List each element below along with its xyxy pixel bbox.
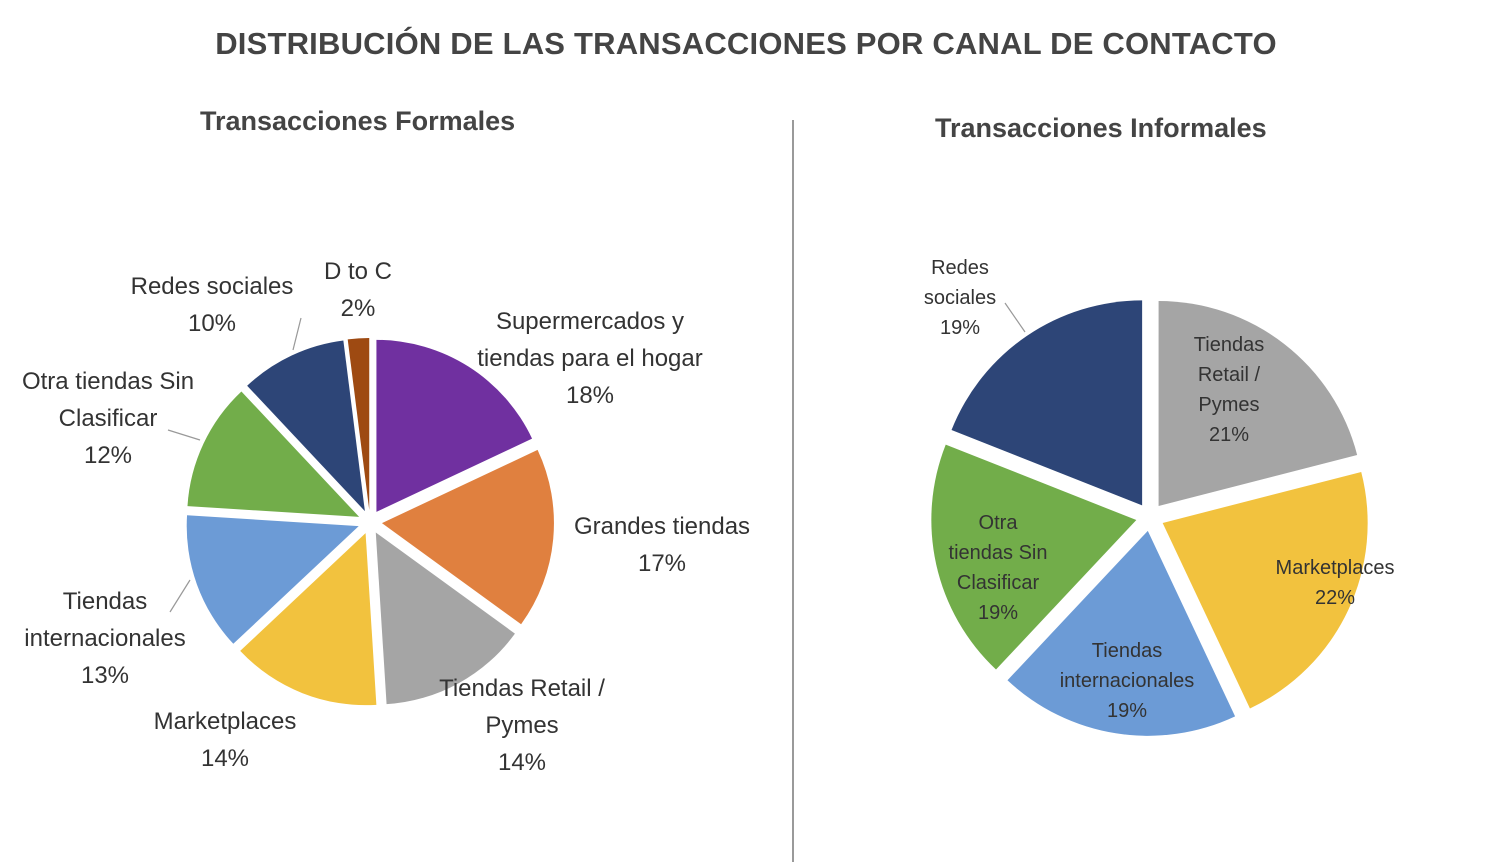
- pie-slice-0-1: [381, 449, 554, 625]
- data-label-category: Supermercados y tiendas para el hogar: [477, 308, 703, 372]
- data-label-percent: 19%: [977, 602, 1019, 624]
- leader-line: [167, 429, 201, 441]
- data-label-percent: 18%: [565, 382, 615, 409]
- pie-slice-0-7: [347, 338, 370, 511]
- data-label-percent: 21%: [1208, 424, 1250, 446]
- data-label-percent: 13%: [80, 662, 130, 689]
- data-label-percent: 14%: [497, 749, 547, 776]
- data-label-percent: 22%: [1314, 587, 1356, 609]
- data-label-percent: 14%: [200, 745, 250, 772]
- pie-slice-1-3: [931, 444, 1137, 670]
- pie-slice-0-4: [186, 515, 359, 644]
- data-label-category: Otra tiendas Sin Clasificar: [948, 512, 1048, 594]
- pie-slice-0-5: [187, 391, 360, 517]
- pie-slice-0-3: [240, 533, 377, 706]
- divider: [792, 120, 794, 862]
- pie-slice-0-6: [247, 340, 365, 512]
- pie-slice-1-0: [1158, 300, 1358, 506]
- pie-slice-0-2: [375, 532, 515, 705]
- data-label-percent: 17%: [637, 550, 687, 577]
- data-label-percent: 19%: [1106, 700, 1148, 722]
- data-label-percent: 12%: [83, 442, 133, 469]
- data-label: Marketplaces 14%: [154, 703, 297, 777]
- data-label: Redes sociales 10%: [131, 268, 294, 342]
- pie-slice-0-0: [376, 339, 533, 512]
- data-label-category: D to C: [323, 258, 393, 285]
- data-label-category: Tiendas internacionales: [1059, 640, 1195, 692]
- data-label-category: Tiendas internacionales: [24, 588, 186, 652]
- data-label-percent: 19%: [939, 317, 981, 339]
- leader-line: [292, 317, 302, 351]
- data-label: Tiendas internacionales 13%: [24, 583, 185, 694]
- data-label-percent: 2%: [340, 295, 376, 322]
- data-label: Otra tiendas Sin Clasificar 19%: [949, 508, 1048, 628]
- data-label: D to C 2%: [324, 253, 392, 327]
- data-label-category: Marketplaces: [1275, 557, 1395, 579]
- data-label: Redes sociales 19%: [924, 253, 996, 343]
- leader-line: [169, 579, 191, 613]
- data-label-category: Tiendas Retail / Pymes: [1193, 334, 1265, 416]
- data-label: Tiendas Retail / Pymes 14%: [439, 670, 605, 781]
- pie-slice-1-4: [951, 300, 1143, 506]
- data-label-category: Marketplaces: [153, 708, 297, 735]
- data-label-category: Otra tiendas Sin Clasificar: [21, 368, 195, 432]
- data-label-category: Grandes tiendas: [573, 513, 751, 540]
- leader-line: [1004, 302, 1026, 333]
- data-label: Tiendas internacionales 19%: [1060, 636, 1195, 726]
- data-label: Otra tiendas Sin Clasificar 12%: [22, 363, 194, 474]
- data-label: Supermercados y tiendas para el hogar 18…: [477, 303, 703, 414]
- data-label: Marketplaces 22%: [1276, 553, 1395, 613]
- chart-title: DISTRIBUCIÓN DE LAS TRANSACCIONES POR CA…: [215, 26, 1277, 61]
- data-label-category: Redes sociales: [130, 273, 294, 300]
- data-label-category: Redes sociales: [923, 257, 997, 309]
- data-label: Grandes tiendas 17%: [574, 508, 750, 582]
- data-label: Tiendas Retail / Pymes 21%: [1194, 330, 1264, 450]
- pie-slice-1-2: [1007, 530, 1236, 736]
- left-pie-title: Transacciones Formales: [200, 106, 516, 136]
- data-label-category: Tiendas Retail / Pymes: [439, 675, 605, 739]
- data-label-percent: 10%: [187, 310, 237, 337]
- pie-slice-1-1: [1162, 471, 1368, 709]
- right-pie-title: Transacciones Informales: [935, 113, 1267, 143]
